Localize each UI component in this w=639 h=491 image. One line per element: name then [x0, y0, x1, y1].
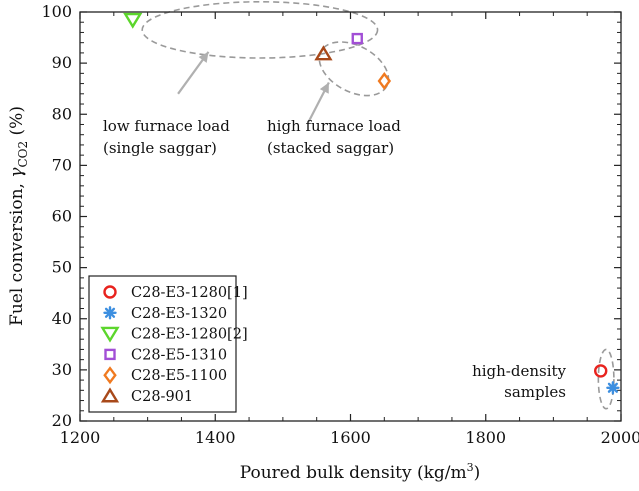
x-tick-label: 1200	[60, 428, 101, 447]
x-tick-label: 1800	[465, 428, 506, 447]
data-point-c28-e3-1280-2-	[123, 12, 143, 29]
legend-label-5: C28-901	[131, 389, 193, 405]
legend-marker-2	[100, 326, 120, 343]
annotation-high-density-line2: samples	[504, 383, 566, 401]
x-axis-label: Poured bulk density (kg/m3)	[240, 461, 481, 483]
legend-label-2: C28-E3-1280[2]	[131, 327, 248, 343]
y-tick-label: 60	[52, 207, 72, 226]
x-tick-label: 1400	[195, 428, 236, 447]
x-tick-label: 2000	[601, 428, 639, 447]
annotation-arrows	[177, 51, 330, 123]
legend-marker-3	[104, 348, 116, 361]
legend-box	[88, 275, 237, 413]
y-tick-label: 80	[52, 104, 72, 123]
y-tick-label: 100	[41, 2, 72, 21]
legend-marker-1	[103, 306, 117, 320]
annotation-high-load-line2: (stacked saggar)	[267, 139, 394, 157]
arrow-low-furnace-load	[177, 51, 210, 95]
y-tick-label: 70	[52, 155, 72, 174]
annotations: low furnace load (single saggar) high fu…	[103, 117, 567, 401]
legend-label-0: C28-E3-1280[1]	[131, 285, 248, 301]
data-point-c28-e5-1310	[351, 32, 363, 45]
annotation-low-load-line1: low furnace load	[103, 117, 230, 135]
legend-label-4: C28-E5-1100	[131, 368, 227, 384]
legend-marker-5	[100, 387, 120, 403]
ellipse-high-density	[597, 348, 615, 410]
y-axis-label: Fuel conversion, γCO2 (%)	[7, 106, 30, 326]
y-tick-label: 40	[52, 309, 72, 328]
legend-label-3: C28-E5-1310	[131, 347, 227, 363]
data-points	[123, 12, 620, 395]
axis-ticks: 1200 1400 1600 1800 2000 20 30 40 50 60 70 80 90 100	[41, 2, 639, 447]
data-point-c28-e3-1280-1-	[594, 364, 608, 378]
data-point-c28-e5-1100	[377, 72, 392, 91]
x-tick-label: 1600	[330, 428, 371, 447]
annotation-high-density-line1: high-density	[472, 362, 566, 380]
y-tick-label: 90	[52, 53, 72, 72]
data-point-c28-e3-1320	[606, 381, 620, 395]
legend-marker-0	[103, 285, 117, 299]
data-point-c28-901	[314, 45, 333, 61]
y-tick-label: 20	[52, 411, 72, 430]
annotation-low-load-line2: (single saggar)	[103, 139, 217, 157]
arrow-high-furnace-load	[307, 82, 330, 123]
legend: C28-E3-1280[1] C28-E3-1320 C28-E3-1280[2] C…	[88, 275, 248, 413]
legend-label-1: C28-E3-1320	[131, 306, 227, 322]
ellipse-low-furnace-load	[141, 0, 379, 59]
y-tick-label: 30	[52, 360, 72, 379]
annotation-high-load-line1: high furnace load	[267, 117, 401, 135]
legend-marker-4	[103, 366, 117, 385]
y-tick-label: 50	[52, 258, 72, 277]
